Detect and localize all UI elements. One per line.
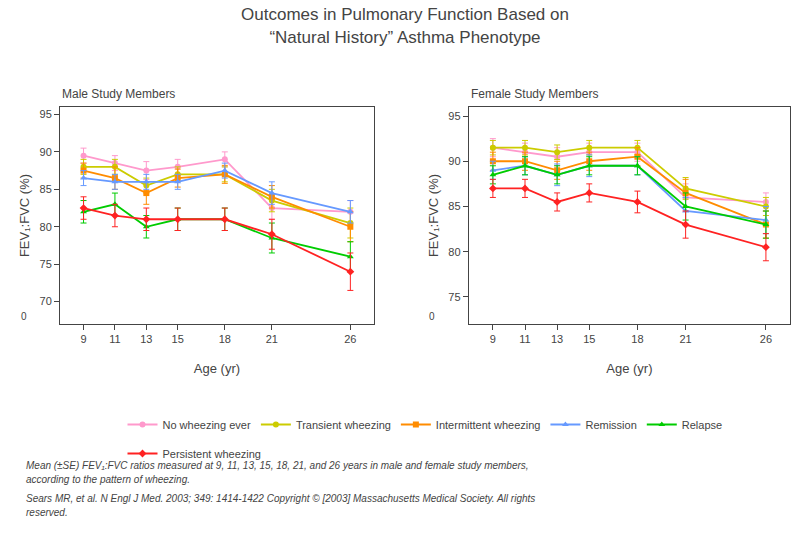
svg-text:85: 85 [40, 183, 52, 195]
svg-text:95: 95 [40, 108, 52, 120]
svg-text:75: 75 [40, 258, 52, 270]
svg-text:Female Study Members: Female Study Members [471, 87, 598, 101]
svg-text:9: 9 [490, 333, 496, 345]
svg-text:13: 13 [140, 333, 152, 345]
svg-text:15: 15 [172, 333, 184, 345]
svg-text:Mean (±SE) FEV₁:FVC ratios mea: Mean (±SE) FEV₁:FVC ratios measured at 9… [26, 460, 529, 471]
svg-text:according to the pattern of wh: according to the pattern of wheezing. [26, 474, 190, 485]
svg-text:11: 11 [109, 333, 120, 345]
svg-text:Relapse: Relapse [682, 419, 722, 431]
svg-text:No wheezing ever: No wheezing ever [163, 419, 251, 431]
svg-text:90: 90 [40, 146, 52, 158]
svg-text:21: 21 [266, 333, 278, 345]
svg-text:Age (yr): Age (yr) [606, 361, 652, 376]
svg-text:18: 18 [631, 333, 643, 345]
svg-text:Persistent wheezing: Persistent wheezing [163, 448, 261, 460]
svg-text:13: 13 [551, 333, 563, 345]
svg-text:70: 70 [40, 295, 52, 307]
svg-text:21: 21 [679, 333, 691, 345]
svg-text:11: 11 [519, 333, 530, 345]
svg-text:Transient wheezing: Transient wheezing [296, 419, 391, 431]
svg-text:Intermittent wheezing: Intermittent wheezing [436, 419, 541, 431]
svg-text:9: 9 [80, 333, 86, 345]
svg-text:95: 95 [448, 110, 460, 122]
svg-text:0: 0 [429, 311, 435, 322]
svg-text:85: 85 [448, 200, 460, 212]
svg-text:0: 0 [21, 311, 27, 322]
svg-text:26: 26 [344, 333, 356, 345]
svg-text:Outcomes in Pulmonary Function: Outcomes in Pulmonary Function Based on“… [241, 5, 569, 46]
svg-text:15: 15 [583, 333, 595, 345]
svg-text:Sears MR, et al. N Engl J Med.: Sears MR, et al. N Engl J Med. 2003; 349… [26, 493, 535, 504]
svg-text:reserved.: reserved. [26, 507, 68, 518]
svg-text:26: 26 [760, 333, 772, 345]
svg-text:Male Study Members: Male Study Members [62, 87, 175, 101]
svg-text:75: 75 [448, 291, 460, 303]
svg-text:18: 18 [219, 333, 231, 345]
svg-text:FEV₁:FVC (%): FEV₁:FVC (%) [17, 174, 32, 257]
svg-text:90: 90 [448, 155, 460, 167]
svg-text:Age (yr): Age (yr) [194, 361, 240, 376]
svg-text:Remission: Remission [585, 419, 636, 431]
svg-text:80: 80 [448, 246, 460, 258]
svg-text:80: 80 [40, 221, 52, 233]
svg-text:FEV₁:FVC (%): FEV₁:FVC (%) [426, 174, 441, 257]
